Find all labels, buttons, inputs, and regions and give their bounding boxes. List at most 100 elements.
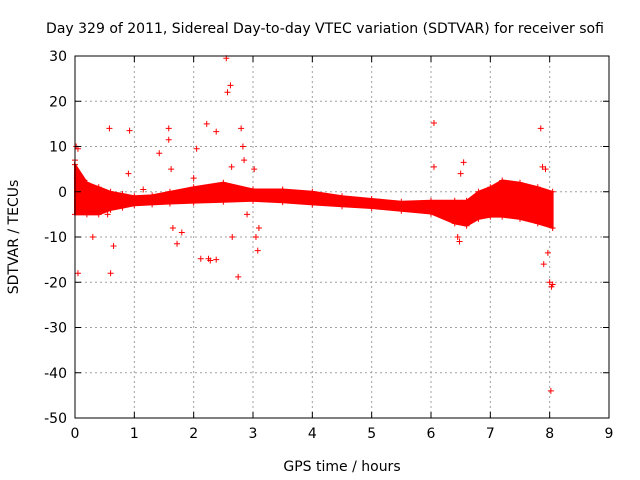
x-tick-label: 8	[545, 426, 554, 442]
data-point	[454, 234, 461, 240]
band-edge-marker	[220, 198, 227, 205]
y-tick-label: 20	[49, 94, 67, 110]
y-tick-label: -40	[44, 366, 67, 382]
data-point	[544, 249, 551, 256]
band-edge-marker	[451, 220, 458, 227]
data-point	[125, 170, 132, 177]
y-tick-label: -20	[44, 275, 67, 291]
band-edge-marker	[83, 211, 90, 218]
band-edge-marker	[517, 179, 523, 186]
data-point	[203, 120, 210, 127]
y-tick-label: -50	[44, 411, 67, 427]
band-edge-marker	[220, 179, 227, 186]
band-edge-marker	[190, 199, 197, 206]
band-edge-marker	[309, 201, 316, 208]
band-edge-marker	[534, 220, 541, 227]
x-tick-label: 0	[71, 426, 80, 442]
data-point	[190, 175, 197, 182]
band-edge-marker	[149, 201, 156, 208]
data-point	[228, 163, 235, 170]
data-point	[430, 163, 437, 170]
band-edge-marker	[487, 213, 494, 220]
chart-title: Day 329 of 2011, Sidereal Day-to-day VTE…	[46, 21, 604, 37]
data-point	[239, 143, 246, 150]
band-edge-marker	[463, 222, 470, 229]
data-points	[72, 55, 556, 394]
data-point	[165, 125, 172, 132]
data-point	[457, 170, 464, 177]
band-edge-marker	[166, 200, 173, 207]
band-edge-marker	[131, 193, 138, 200]
x-tick-label: 4	[308, 426, 317, 442]
data-point	[104, 211, 111, 218]
data-point	[540, 261, 547, 268]
data-point	[238, 125, 245, 132]
y-tick-label: 10	[49, 140, 67, 156]
data-point	[110, 243, 117, 250]
data-point	[542, 166, 549, 173]
band-edge-marker	[398, 207, 405, 214]
band-edge-marker	[131, 202, 138, 209]
data-point	[140, 186, 147, 193]
band-edge-marker	[517, 215, 523, 222]
band-edge-marker	[339, 203, 345, 210]
y-tick-label: 0	[58, 185, 67, 201]
data-point	[213, 256, 220, 263]
data-point	[549, 281, 556, 288]
x-tick-label: 7	[486, 426, 495, 442]
y-axis-label: SDTVAR / TECUs	[6, 180, 22, 295]
data-point	[227, 82, 234, 89]
data-point	[74, 270, 81, 277]
band-edge-marker	[119, 204, 126, 211]
ticks: 0 1 2 3 4 5 6 7 8 9 -50 -40 -30 -20 -10 0 10 20 30	[44, 49, 613, 442]
band-edge-marker	[549, 224, 556, 231]
band-edge-marker	[119, 191, 126, 198]
data-point	[235, 273, 242, 280]
y-tick-label: -10	[44, 230, 67, 246]
data-point	[254, 247, 261, 254]
data-point	[244, 211, 251, 218]
data-point	[169, 224, 176, 231]
data-point	[174, 240, 181, 247]
data-point	[229, 234, 236, 240]
data-point	[213, 128, 220, 135]
data-point	[126, 127, 133, 134]
band-edge-marker	[428, 197, 434, 204]
band-edge-marker	[499, 177, 506, 184]
x-tick-label: 1	[130, 426, 139, 442]
data-point	[241, 157, 248, 164]
band-edge-marker	[250, 197, 256, 204]
x-tick-label: 6	[427, 426, 436, 442]
band-edge-marker	[487, 184, 494, 191]
x-tick-label: 9	[605, 426, 614, 442]
x-tick-label: 3	[249, 426, 258, 442]
band-edge-marker	[166, 188, 173, 195]
band-edge-marker	[428, 210, 434, 217]
band-edge-marker	[368, 195, 375, 202]
data-point	[251, 166, 258, 173]
band-edge-marker	[279, 186, 286, 193]
band-edge-marker	[534, 184, 541, 191]
y-tick-label: 30	[49, 49, 67, 65]
data-point	[89, 234, 96, 240]
band-edge-marker	[107, 206, 114, 213]
data-point	[456, 238, 463, 245]
data-point	[430, 119, 437, 126]
band-edge-marker	[339, 193, 345, 200]
x-axis-label: GPS time / hours	[283, 459, 400, 475]
band-edge-marker	[398, 198, 405, 205]
band-edge-marker	[250, 186, 256, 193]
data-point	[252, 234, 259, 240]
data-point	[197, 255, 204, 262]
band-edge-marker	[499, 213, 506, 220]
data-point	[207, 257, 214, 264]
x-tick-label: 5	[367, 426, 376, 442]
band-edge-marker	[451, 197, 458, 204]
band-edge-marker	[83, 179, 90, 186]
data-point	[224, 89, 231, 96]
data-point	[537, 125, 544, 132]
data-point	[168, 166, 175, 173]
data-point	[255, 224, 262, 231]
band-edge-marker	[368, 205, 375, 212]
